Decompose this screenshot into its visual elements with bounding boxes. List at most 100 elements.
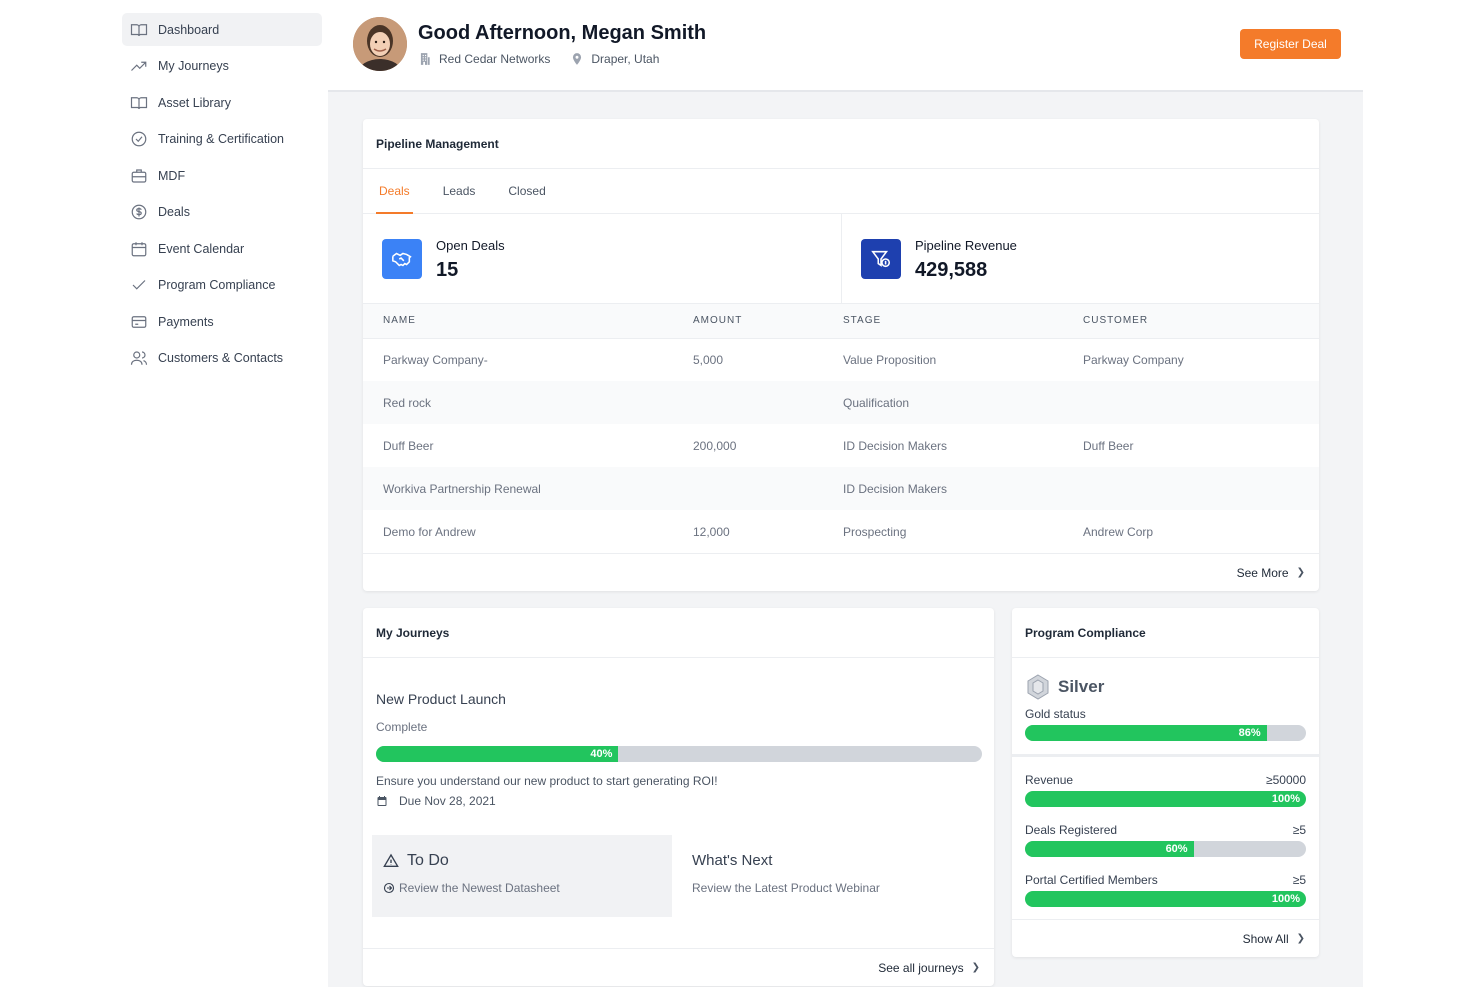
card-title: Program Compliance [1012, 608, 1319, 658]
table-header: NAME AMOUNT STAGE CUSTOMER [363, 304, 1319, 339]
map-pin-icon [573, 53, 582, 65]
stat-label: Open Deals [436, 238, 505, 253]
gold-status-label: Gold status [1025, 707, 1086, 721]
todo-title: To Do [407, 852, 449, 869]
sidebar-item-dashboard[interactable]: Dashboard [122, 13, 322, 46]
table-row[interactable]: Workiva Partnership Renewal ID Decision … [363, 467, 1319, 510]
todo-panel: To Do Review the Newest Datasheet [372, 835, 672, 917]
briefcase-icon [130, 167, 148, 185]
metric-requirement: ≥5 [1292, 823, 1306, 837]
cell-stage: ID Decision Makers [843, 438, 948, 453]
todo-item-text: Review the Newest Datasheet [399, 881, 560, 895]
avatar[interactable] [353, 17, 407, 71]
metric-label: Portal Certified Members [1025, 873, 1158, 887]
arrow-circle-right-icon [383, 882, 395, 894]
metric-label: Deals Registered [1025, 823, 1118, 837]
todo-heading: To Do [383, 852, 449, 870]
book-icon [130, 94, 148, 112]
table-row[interactable]: Red rock Qualification [363, 381, 1319, 424]
cell-stage: Value Proposition [843, 352, 937, 367]
calendar-icon [377, 796, 387, 806]
tab-closed[interactable]: Closed [508, 184, 546, 198]
see-all-journeys-link[interactable]: See all journeys ❯ [878, 961, 980, 975]
cell-name: Duff Beer [383, 438, 434, 453]
see-more-link[interactable]: See More ❯ [1237, 566, 1305, 580]
trending-up-icon [130, 57, 148, 75]
card-footer: See all journeys ❯ [363, 948, 994, 986]
column-header-customer[interactable]: CUSTOMER [1083, 304, 1319, 339]
location: Draper, Utah [591, 52, 660, 66]
cell-customer: Duff Beer [1083, 438, 1134, 453]
gold-progress-bar: 86% [1025, 725, 1306, 741]
sidebar-item-label: Customers & Contacts [158, 351, 284, 365]
chevron-right-icon: ❯ [971, 962, 980, 973]
metric-progress-bar: 60% [1025, 841, 1306, 857]
cell-customer: Parkway Company [1083, 352, 1184, 367]
cell-name: Demo for Andrew [383, 524, 476, 539]
cell-amount: 5,000 [693, 352, 724, 367]
cell-stage: Qualification [843, 381, 1083, 424]
tab-leads[interactable]: Leads [442, 184, 476, 198]
divider [1012, 754, 1319, 757]
sidebar-item-asset-library[interactable]: Asset Library [122, 86, 322, 119]
compliance-card: Program Compliance Silver Gold status 86… [1012, 608, 1319, 957]
chevron-right-icon: ❯ [1296, 567, 1305, 578]
table-row[interactable]: Duff Beer 200,000 ID Decision Makers Duf… [363, 424, 1319, 467]
sidebar-item-program-compliance[interactable]: Program Compliance [122, 269, 322, 302]
user-meta: Red Cedar Networks Draper, Utah [418, 52, 679, 66]
credit-card-icon [130, 313, 148, 331]
card-footer: Show All ❯ [1012, 919, 1319, 957]
sidebar-item-my-journeys[interactable]: My Journeys [122, 50, 322, 83]
chevron-right-icon: ❯ [1296, 933, 1305, 944]
column-header-stage[interactable]: STAGE [843, 304, 1083, 339]
tab-deals[interactable]: Deals [376, 169, 413, 214]
stat-label: Pipeline Revenue [915, 238, 1017, 253]
sidebar-item-training[interactable]: Training & Certification [122, 123, 322, 156]
todo-item[interactable]: Review the Newest Datasheet [383, 881, 560, 895]
column-header-amount[interactable]: AMOUNT [693, 304, 843, 339]
building-icon [420, 53, 430, 65]
cell-customer: Andrew Corp [1083, 524, 1154, 539]
column-header-name[interactable]: NAME [363, 304, 693, 339]
journeys-card: My Journeys New Product Launch Complete … [363, 608, 994, 986]
cell-amount: 200,000 [693, 438, 737, 453]
whats-next-item[interactable]: Review the Latest Product Webinar [692, 881, 880, 895]
cell-name: Workiva Partnership Renewal [363, 467, 693, 510]
see-all-journeys-label: See all journeys [878, 960, 964, 975]
sidebar-item-label: Dashboard [158, 22, 220, 37]
sidebar-item-deals[interactable]: Deals [122, 196, 322, 229]
sidebar-item-label: Deals [158, 205, 190, 219]
journey-name[interactable]: New Product Launch [376, 691, 506, 707]
tier-badge: Silver [1025, 674, 1104, 700]
register-deal-button[interactable]: Register Deal [1240, 29, 1341, 59]
check-circle-icon [130, 130, 148, 148]
table-row[interactable]: Demo for Andrew 12,000 Prospecting Andre… [363, 510, 1319, 553]
cell-stage: Prospecting [843, 524, 907, 539]
see-more-label: See More [1236, 565, 1289, 580]
metric-label: Revenue [1025, 773, 1074, 787]
sidebar-item-mdf[interactable]: MDF [122, 159, 322, 192]
cell-name: Parkway Company- [383, 352, 488, 367]
handshake-icon [382, 239, 422, 279]
stat-value: 15 [436, 259, 459, 281]
journey-progress-bar: 40% [376, 746, 982, 762]
metric-progress-fill: 100% [1025, 791, 1306, 807]
sidebar-item-event-calendar[interactable]: Event Calendar [122, 232, 322, 265]
book-open-icon [130, 21, 148, 39]
pipeline-card: Pipeline Management Deals Leads Closed O… [363, 119, 1319, 591]
company-name: Red Cedar Networks [439, 52, 551, 66]
card-title: Pipeline Management [363, 119, 1319, 169]
table-row[interactable]: Parkway Company- 5,000 Value Proposition… [363, 338, 1319, 381]
cell-amount [693, 381, 843, 424]
sidebar-item-payments[interactable]: Payments [122, 305, 322, 338]
sidebar: Dashboard My Journeys Asset Library Trai… [122, 13, 322, 378]
metric-progress-fill: 100% [1025, 891, 1306, 907]
cell-stage: ID Decision Makers [843, 467, 1083, 510]
stat-value: 429,588 [915, 259, 988, 281]
sidebar-item-label: Training & Certification [158, 132, 284, 146]
stat-pipeline-revenue: Pipeline Revenue 429,588 [841, 214, 1319, 303]
metric-progress-fill: 60% [1025, 841, 1194, 857]
card-title: My Journeys [363, 608, 994, 658]
sidebar-item-customers[interactable]: Customers & Contacts [122, 342, 322, 375]
show-all-link[interactable]: Show All ❯ [1243, 932, 1305, 946]
